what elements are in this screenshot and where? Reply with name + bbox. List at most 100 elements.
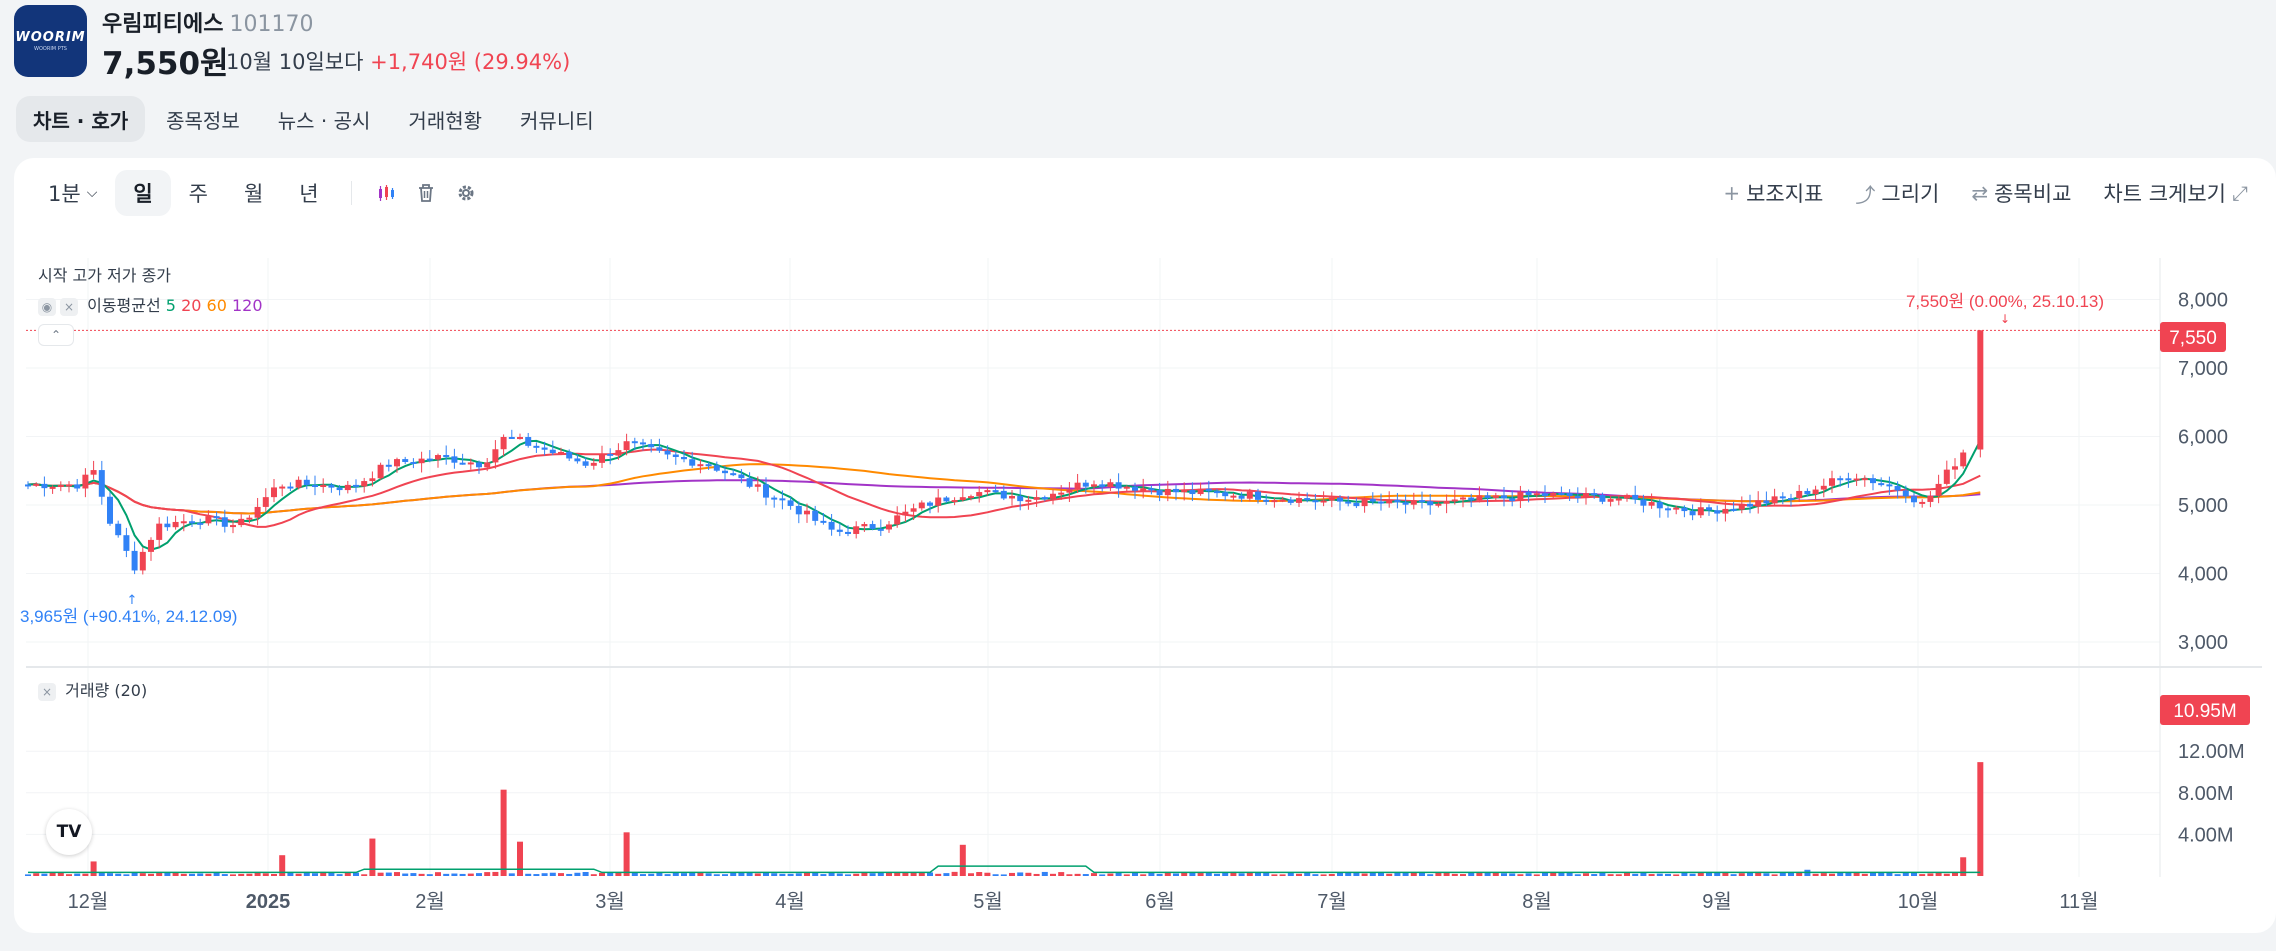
period-week[interactable]: 주 [188, 182, 208, 206]
volume-bar [1747, 872, 1753, 876]
volume-bar [1894, 874, 1901, 876]
volume-bar [1960, 857, 1967, 876]
volume-bar [623, 832, 630, 876]
volume-bar [336, 874, 343, 876]
candle [123, 535, 130, 551]
candle [1099, 484, 1106, 488]
candle [238, 518, 245, 526]
candle [951, 500, 958, 503]
candle [533, 445, 540, 448]
volume-bar [1107, 873, 1114, 876]
candle [820, 520, 827, 523]
volume-bar [369, 838, 376, 876]
candle [590, 462, 597, 466]
candle [492, 449, 499, 463]
candle [1214, 491, 1220, 494]
volume-bar [1140, 874, 1147, 876]
volume-bar [1222, 872, 1229, 876]
y-tick-label: 3,000 [2178, 632, 2228, 654]
volume-bar [410, 873, 417, 876]
gear-icon[interactable] [446, 170, 486, 216]
candle [1509, 498, 1516, 502]
candle [1000, 490, 1007, 499]
volume-bar [566, 873, 573, 876]
period-year[interactable]: 년 [299, 182, 319, 206]
volume-bar [1074, 873, 1081, 876]
y-tick-label: 4,000 [2178, 564, 2228, 586]
tradingview-logo[interactable]: TV [46, 809, 92, 855]
volume-bar [246, 873, 253, 876]
candle [1870, 478, 1876, 484]
ohlc-legend: 시작 고가 저가 종가 [38, 266, 172, 285]
volume-bar [1902, 872, 1909, 876]
tab-chart-orderbook[interactable]: 차트 · 호가 [16, 96, 146, 142]
candle [189, 521, 195, 524]
candle [25, 484, 31, 487]
volume-bar [1197, 873, 1204, 876]
volume-bar [1796, 872, 1803, 876]
volume-bar [1287, 872, 1294, 876]
volume-bar [180, 873, 187, 876]
candle [1074, 482, 1081, 490]
candle [172, 521, 179, 528]
candle [697, 464, 704, 467]
period-month[interactable]: 월 [243, 182, 264, 206]
candle [1492, 495, 1499, 498]
volume-bar [1451, 873, 1458, 876]
collapse-legend-button[interactable]: ⌃ [38, 324, 74, 346]
volume-bar [1173, 873, 1179, 876]
volume-bar [820, 874, 827, 876]
volume-bar [1353, 872, 1360, 876]
candle [41, 483, 48, 489]
ma20-value: 20 [181, 296, 202, 315]
eye-off-icon[interactable]: ◉ [38, 297, 56, 316]
candle [1665, 508, 1671, 511]
close-icon[interactable]: × [38, 682, 56, 701]
volume-bar [484, 872, 491, 876]
tab-stock-info[interactable]: 종목정보 [166, 108, 240, 133]
volume-bar [894, 872, 901, 876]
candle [1943, 469, 1950, 484]
candle [877, 528, 884, 531]
tab-community[interactable]: 커뮤니티 [520, 108, 594, 133]
candle [566, 451, 573, 459]
indicator-button[interactable]: + 보조지표 [1723, 178, 1823, 208]
interval-select[interactable]: 1분 ⌵ [30, 170, 115, 216]
candle [1238, 495, 1245, 499]
candle [1304, 498, 1311, 501]
close-icon[interactable]: × [60, 297, 78, 316]
volume-bar [74, 873, 81, 876]
candle [1697, 507, 1704, 516]
volume-bar [254, 871, 261, 876]
candles [25, 330, 1984, 575]
candle [1255, 491, 1261, 500]
tab-trading[interactable]: 거래현황 [408, 108, 483, 133]
candle [1328, 497, 1335, 501]
x-tick-label: 10월 [1898, 890, 1939, 913]
volume-bar [49, 871, 56, 876]
volume-bar [1492, 872, 1499, 876]
candle [1345, 501, 1352, 504]
expand-chart-button[interactable]: 차트 크게보기 ⤢ [2103, 178, 2248, 208]
candle [1009, 496, 1015, 499]
period-day[interactable]: 일 [115, 170, 171, 216]
ma120-value: 120 [231, 296, 263, 315]
candle [1894, 486, 1901, 491]
compare-button[interactable]: ⇄ 종목비교 [1971, 178, 2071, 208]
volume-bar [353, 872, 359, 876]
volume-tag [2160, 695, 2250, 725]
candle [828, 521, 835, 530]
volume-bar [525, 873, 532, 876]
volume-bar [689, 871, 696, 876]
x-tick-label: 5월 [973, 890, 1003, 913]
stock-header: WOORIM WOORIM PTS 우림피티에스 101170 7,550원 10… [0, 0, 2276, 160]
trash-icon[interactable] [406, 170, 446, 216]
draw-button[interactable]: ⤴ 그리기 [1855, 178, 1939, 208]
tab-news[interactable]: 뉴스 · 공시 [277, 108, 371, 133]
candle [1181, 489, 1188, 493]
volume-bar [1394, 872, 1401, 876]
candle [33, 483, 40, 486]
candle-style-icon[interactable] [366, 170, 406, 216]
volume-bar [1156, 873, 1163, 876]
